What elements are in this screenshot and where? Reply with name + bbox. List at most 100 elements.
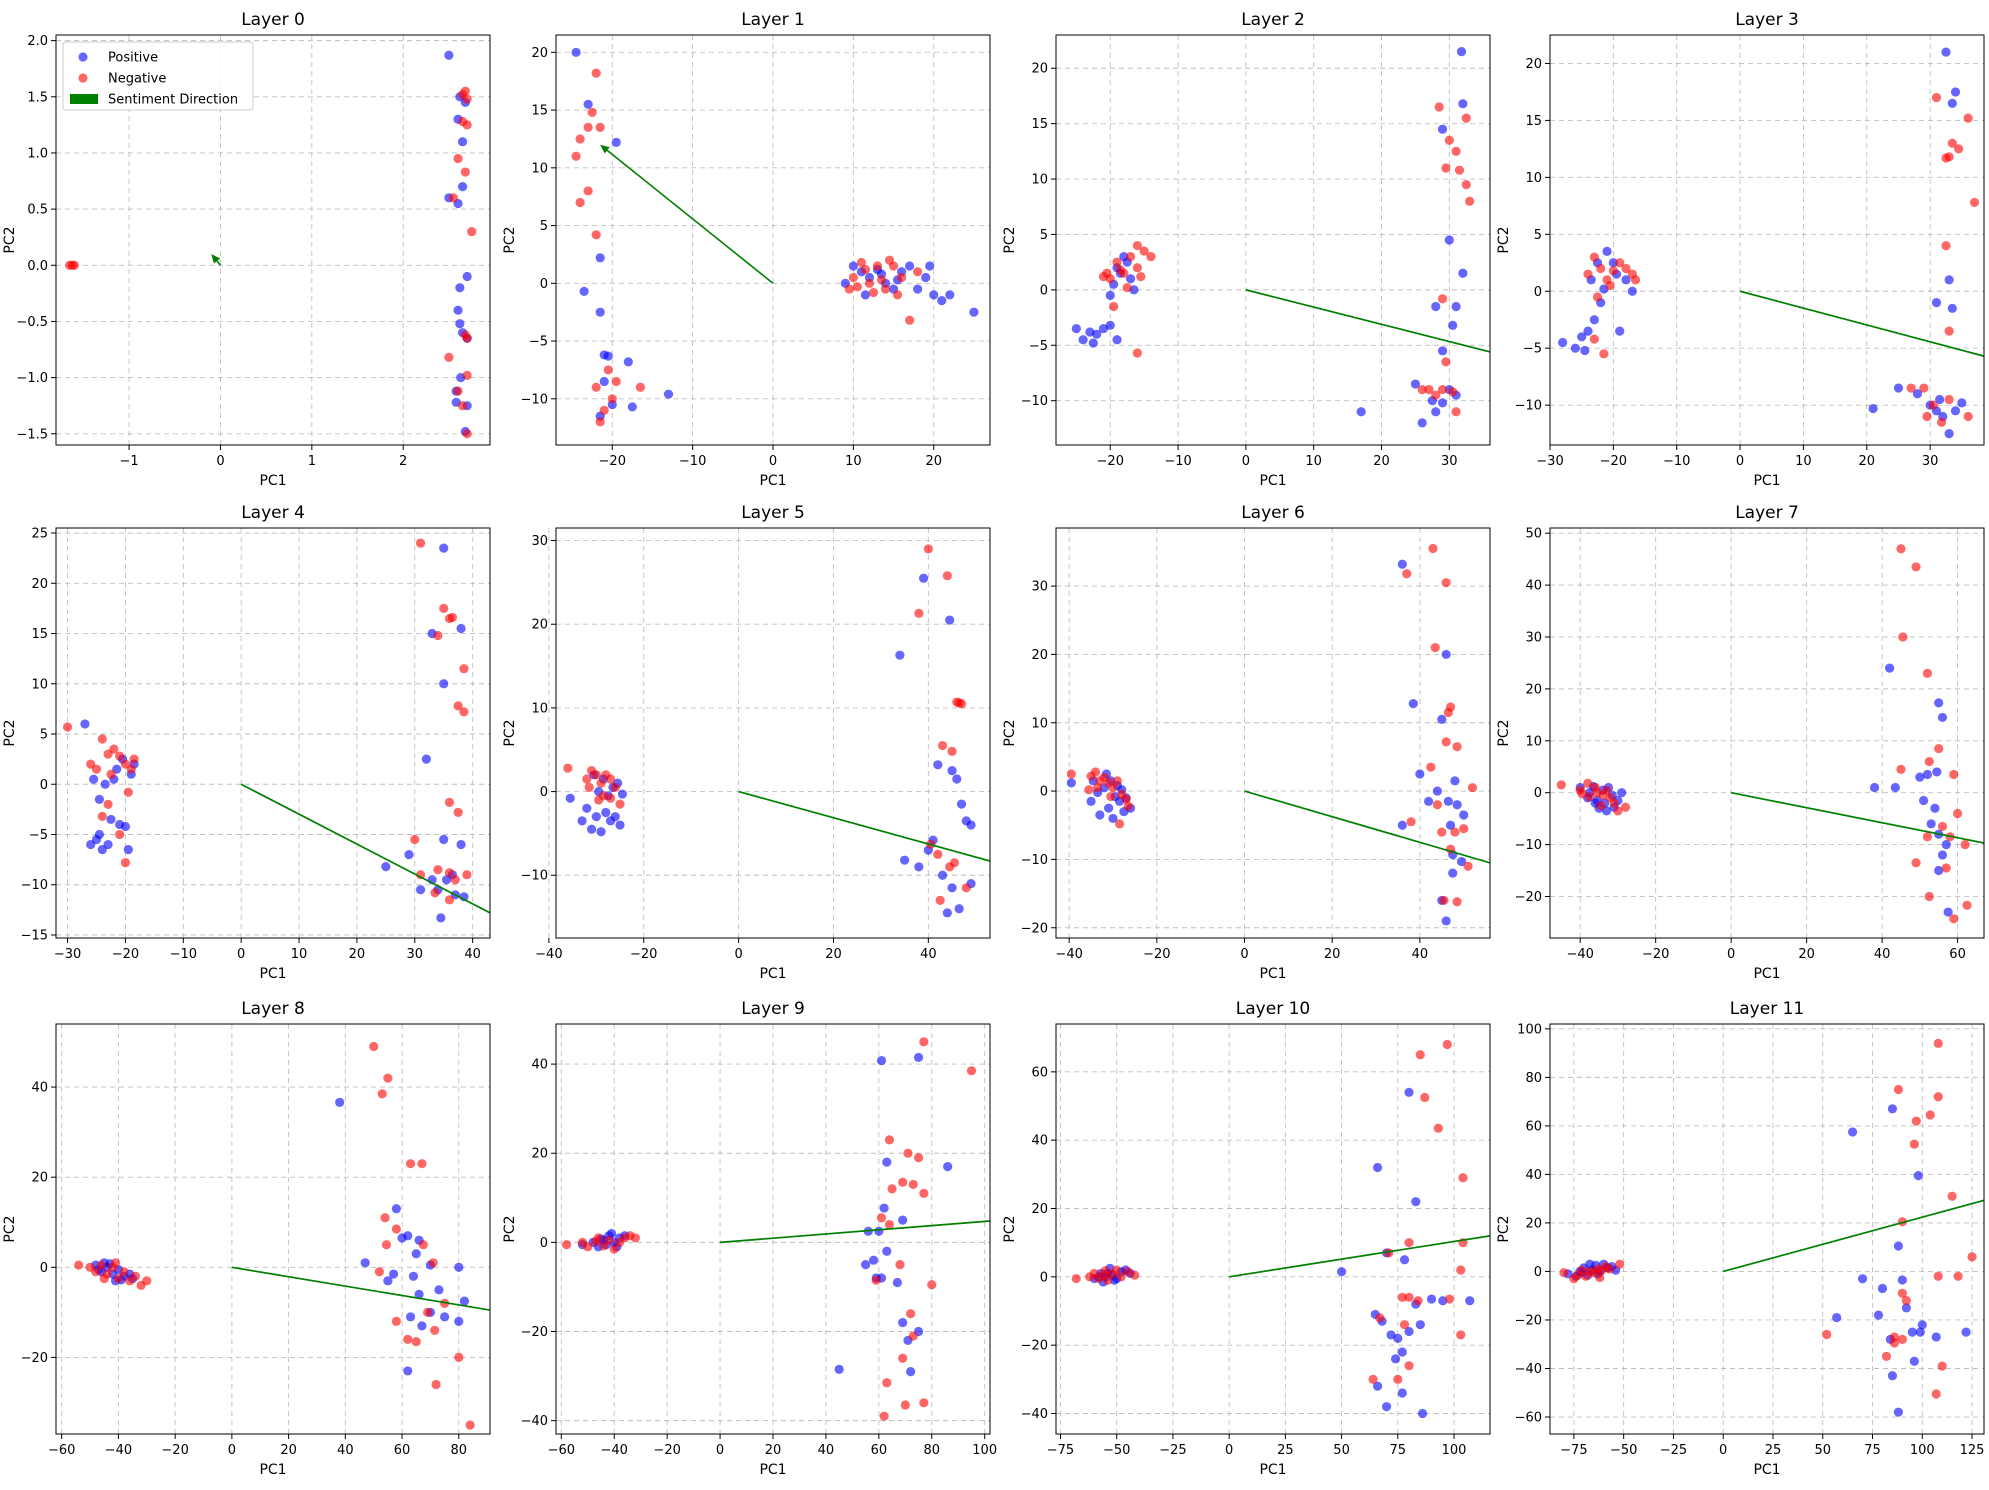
point-positive (1404, 1087, 1414, 1097)
point-positive (1088, 338, 1098, 348)
point-negative (1136, 271, 1146, 282)
point-negative (583, 186, 593, 196)
point-positive (942, 908, 952, 918)
point-negative (919, 1398, 929, 1408)
y-tick-label: 40 (1525, 1168, 1542, 1183)
point-negative (1909, 1139, 1919, 1149)
point-positive (1381, 1402, 1392, 1412)
point-positive (876, 1055, 887, 1066)
point-negative (582, 774, 592, 784)
point-negative (1947, 1191, 1957, 1201)
point-positive (383, 1276, 393, 1286)
x-tick-label: −25 (1660, 1443, 1687, 1458)
point-negative (444, 868, 455, 878)
point-negative (1451, 407, 1461, 417)
point-positive (1437, 124, 1448, 134)
x-tick-label: 0 (1719, 1443, 1727, 1458)
x-tick-label: 20 (349, 947, 366, 962)
y-tick-label: 20 (531, 618, 548, 633)
point-positive (905, 261, 915, 271)
point-negative (1952, 808, 1963, 819)
y-axis-label: PC2 (1496, 719, 1512, 746)
x-tick-label: −50 (1103, 1443, 1130, 1458)
sentiment-direction-arrow (606, 149, 774, 284)
point-negative (1609, 798, 1619, 808)
plot-area (556, 528, 990, 938)
point-negative (1962, 900, 1972, 910)
point-negative (1459, 824, 1469, 834)
x-tick-label: 25 (1765, 1443, 1782, 1458)
point-negative (1881, 1351, 1892, 1361)
point-negative (448, 193, 459, 203)
x-axis-label: PC1 (259, 1462, 286, 1478)
point-negative (591, 1236, 601, 1247)
point-positive (1415, 769, 1425, 779)
point-positive (1932, 767, 1942, 777)
point-negative (109, 744, 119, 754)
point-positive (913, 1052, 924, 1063)
point-negative (935, 895, 945, 905)
point-negative (444, 895, 455, 905)
y-tick-label: −10 (1515, 838, 1542, 853)
point-negative (1924, 891, 1934, 902)
y-tick-label: −10 (521, 869, 548, 884)
y-tick-label: 15 (1031, 117, 1048, 132)
y-tick-label: 20 (31, 1171, 48, 1186)
point-negative (120, 858, 131, 868)
y-tick-label: −40 (1021, 1407, 1048, 1422)
point-negative (1458, 1173, 1468, 1183)
point-positive (1451, 301, 1461, 312)
x-tick-label: −20 (1097, 454, 1124, 469)
point-positive (1458, 268, 1468, 278)
point-positive (1931, 298, 1942, 308)
point-positive (1931, 1332, 1941, 1342)
x-tick-label: 0 (1736, 454, 1744, 469)
point-positive (1372, 1162, 1383, 1173)
point-negative (856, 257, 867, 268)
subplot-title: Layer 8 (241, 999, 305, 1019)
point-negative (947, 746, 957, 757)
point-negative (1123, 801, 1133, 811)
point-positive (1397, 820, 1407, 830)
point-positive (94, 829, 104, 840)
x-tick-label: 30 (1441, 454, 1458, 469)
x-tick-label: 0 (769, 454, 777, 469)
point-negative (430, 888, 440, 898)
y-tick-label: 10 (531, 701, 548, 716)
plot-area (1056, 1024, 1490, 1434)
point-positive (454, 1262, 464, 1272)
point-negative (428, 1258, 438, 1268)
axes-frame (1549, 527, 1985, 939)
point-negative (587, 107, 597, 117)
y-tick-label: 15 (531, 104, 548, 119)
point-positive (1589, 315, 1599, 325)
point-positive (1105, 320, 1115, 330)
point-positive (1893, 383, 1904, 393)
point-negative (391, 1224, 401, 1234)
point-negative (377, 1089, 387, 1099)
point-negative (1599, 349, 1609, 359)
point-positive (1893, 1241, 1903, 1251)
point-positive (397, 1233, 407, 1243)
point-positive (1437, 714, 1447, 724)
point-negative (467, 226, 477, 237)
point-negative (563, 763, 573, 773)
point-negative (1589, 252, 1599, 262)
point-negative (418, 1240, 428, 1250)
point-negative (1433, 1123, 1443, 1133)
point-positive (1390, 1354, 1401, 1364)
point-negative (115, 829, 125, 840)
sentiment-direction-line (1229, 1234, 1490, 1278)
y-axis-label: PC2 (502, 1215, 518, 1242)
point-positive (1445, 820, 1456, 830)
point-positive (627, 402, 637, 412)
point-positive (1372, 1381, 1383, 1391)
x-tick-label: −40 (535, 947, 562, 962)
point-negative (1441, 737, 1451, 747)
x-tick-label: −40 (105, 1443, 132, 1458)
sentiment-direction-line (1722, 1199, 1984, 1273)
point-negative (1146, 252, 1156, 262)
point-positive (921, 272, 931, 283)
point-positive (1570, 343, 1580, 353)
point-positive (1917, 1320, 1927, 1330)
